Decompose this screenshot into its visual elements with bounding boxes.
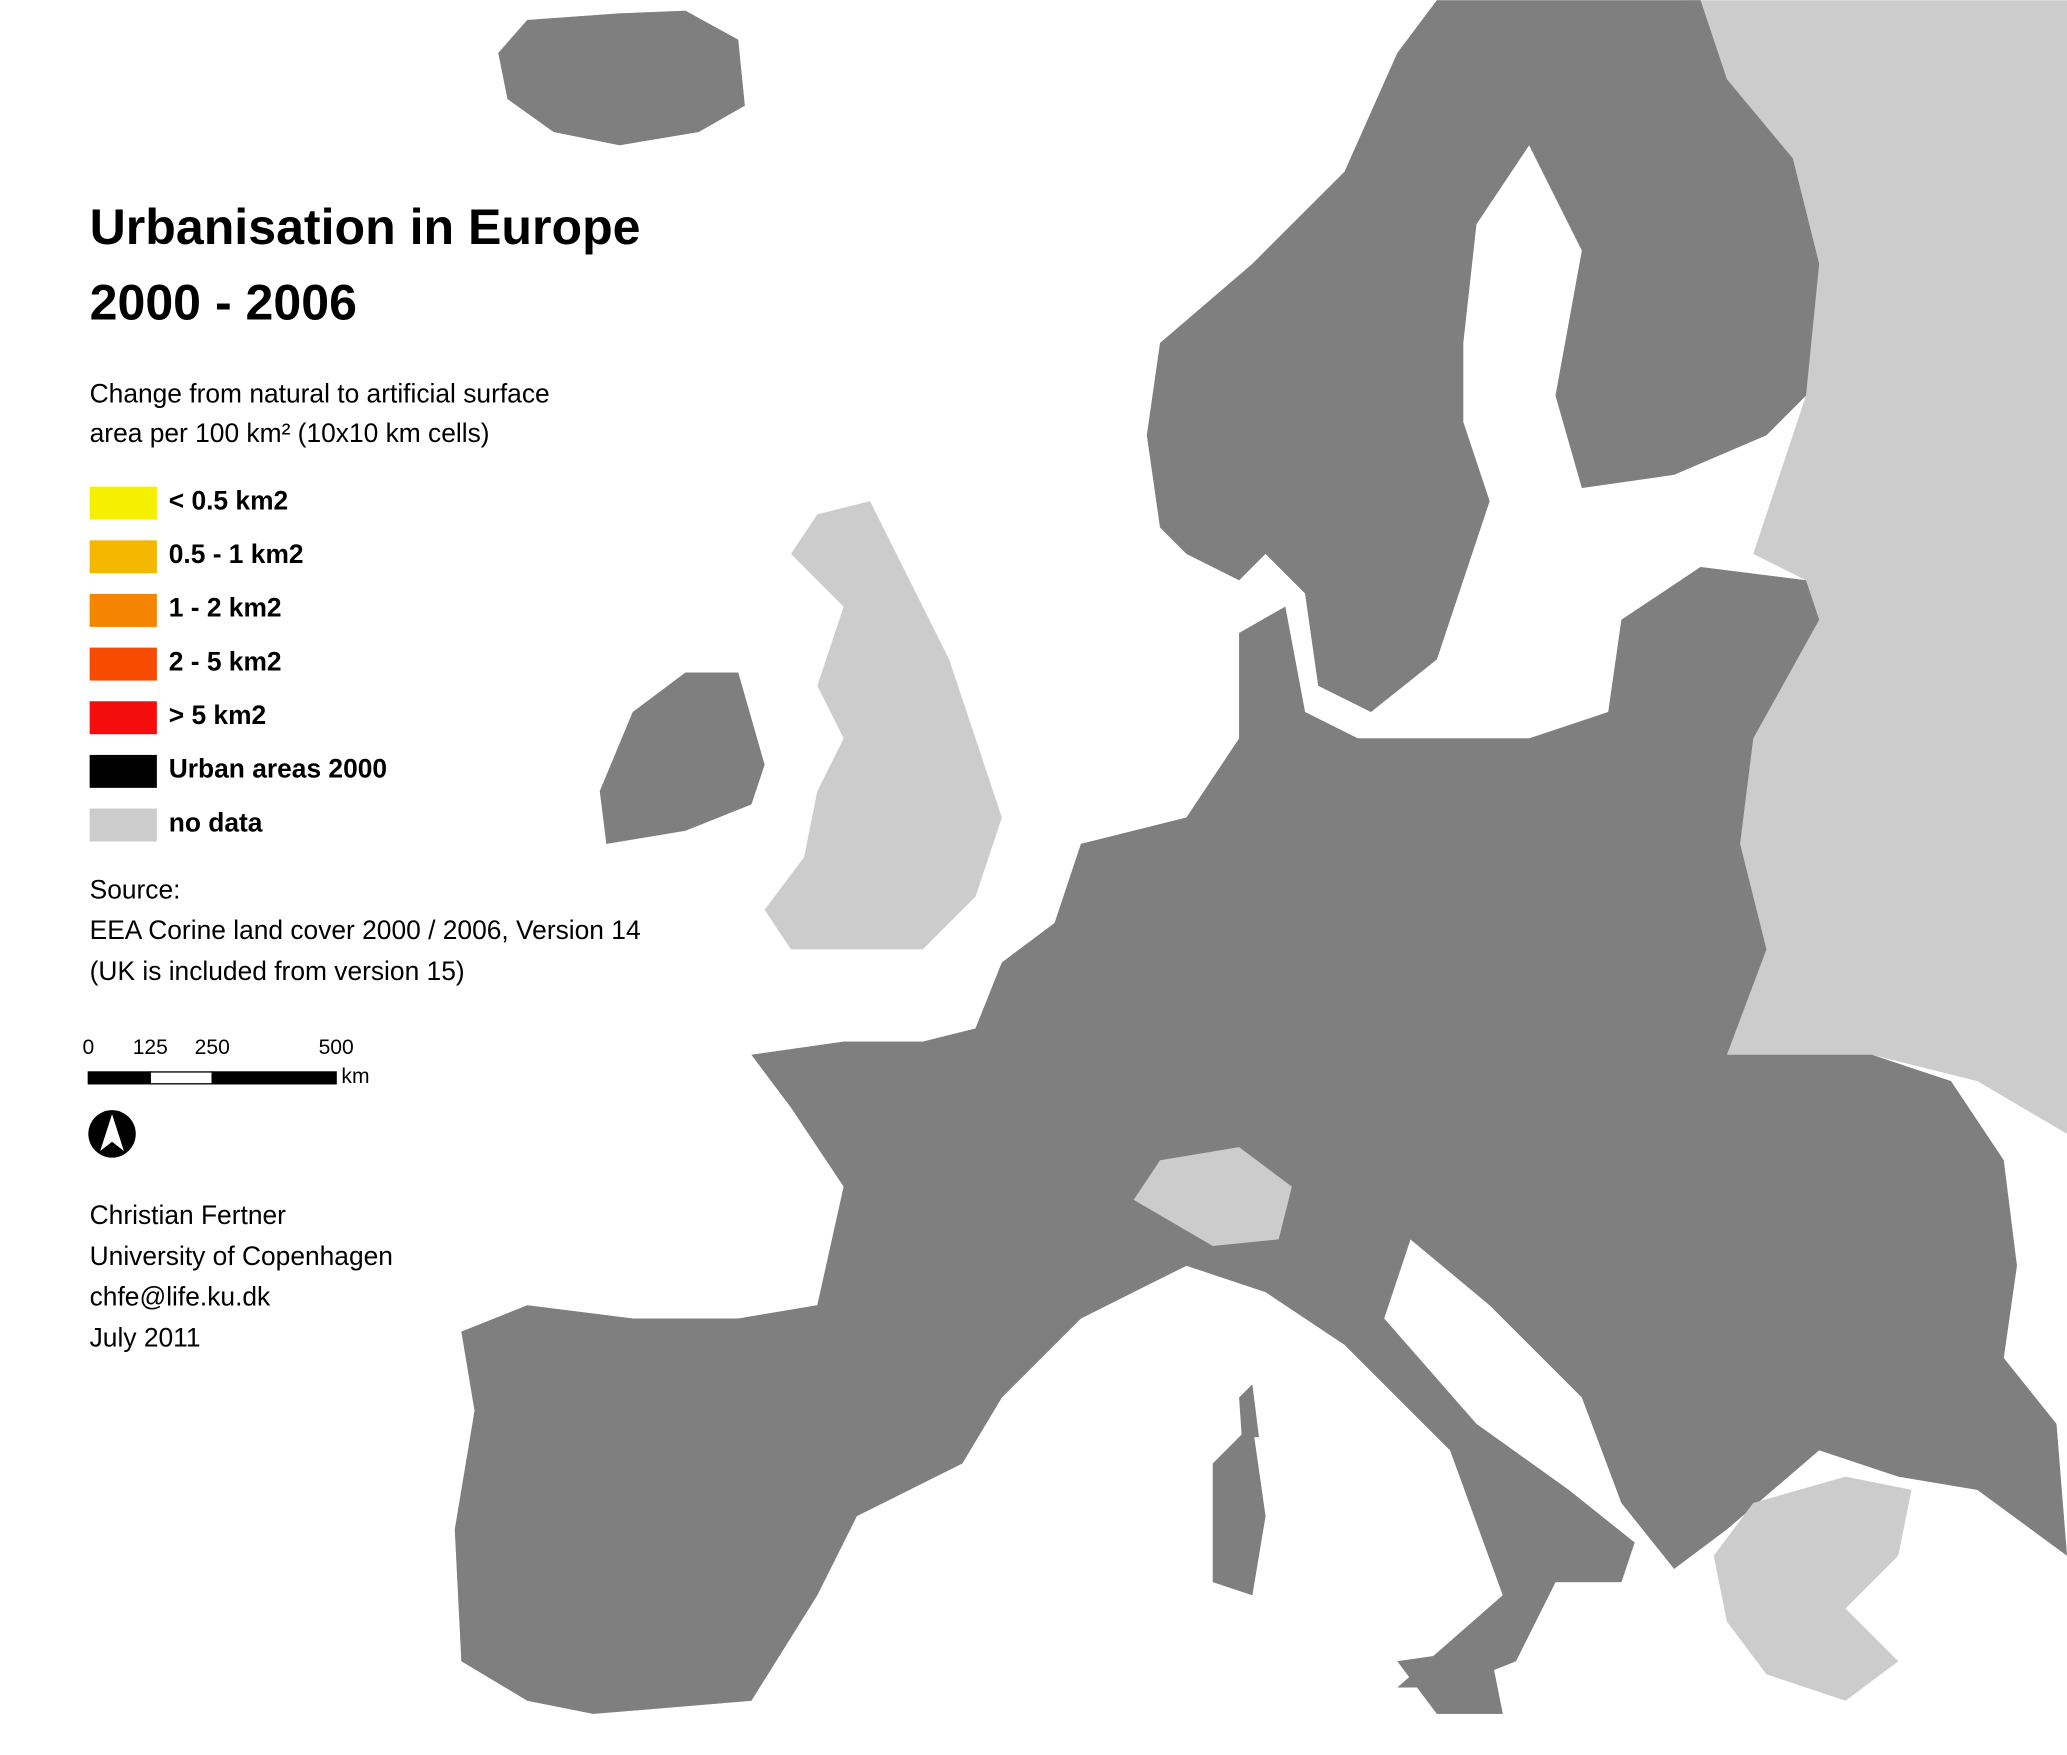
legend-swatch xyxy=(89,647,157,681)
map-land xyxy=(454,0,2067,1714)
source: (UK is included from version 15) xyxy=(90,956,465,986)
author: Christian Fertner xyxy=(90,1200,287,1230)
legend-label: 2 - 5 km2 xyxy=(169,646,282,676)
subtitle: area per 100 km² (10x10 km cells) xyxy=(90,418,490,448)
scale-unit: km xyxy=(341,1065,369,1088)
scale-bar: 0 125 250 500 km xyxy=(82,1036,369,1088)
legend-swatch xyxy=(89,808,157,842)
legend-swatch xyxy=(89,754,157,788)
legend-swatch xyxy=(89,701,157,735)
scale-label: 0 xyxy=(82,1036,94,1059)
legend-label: no data xyxy=(169,807,263,837)
legend-label: > 5 km2 xyxy=(169,700,266,730)
scale-label: 500 xyxy=(319,1036,354,1059)
legend-swatch xyxy=(89,593,157,627)
legend-label: 1 - 2 km2 xyxy=(169,593,282,623)
scale-segment xyxy=(87,1071,151,1085)
scale-segment xyxy=(149,1071,213,1085)
source: Source: xyxy=(90,874,181,904)
no-data-east xyxy=(1687,0,2067,1134)
no-data-uk xyxy=(764,501,1002,950)
scale-label: 125 xyxy=(133,1036,168,1059)
legend-label: Urban areas 2000 xyxy=(169,754,387,784)
legend-label: 0.5 - 1 km2 xyxy=(169,539,304,569)
source: EEA Corine land cover 2000 / 2006, Versi… xyxy=(90,915,641,945)
no-data-greece xyxy=(1713,1476,1912,1701)
no-data-switzerland xyxy=(1133,1147,1292,1246)
legend: < 0.5 km2 0.5 - 1 km2 1 - 2 km2 2 - 5 km2 > … xyxy=(89,485,387,842)
scale-label: 250 xyxy=(195,1036,230,1059)
scale-segment xyxy=(211,1071,337,1085)
author: chfe@life.ku.dk xyxy=(90,1282,271,1312)
legend-swatch xyxy=(89,486,157,520)
title: Urbanisation in Europe xyxy=(90,199,641,255)
author: University of Copenhagen xyxy=(90,1241,393,1271)
author: July 2011 xyxy=(90,1323,201,1353)
legend-swatch xyxy=(89,540,157,574)
subtitle: Change from natural to artificial surfac… xyxy=(90,379,550,409)
title: 2000 - 2006 xyxy=(90,274,357,330)
north-arrow xyxy=(88,1110,136,1158)
legend-label: < 0.5 km2 xyxy=(169,485,288,515)
